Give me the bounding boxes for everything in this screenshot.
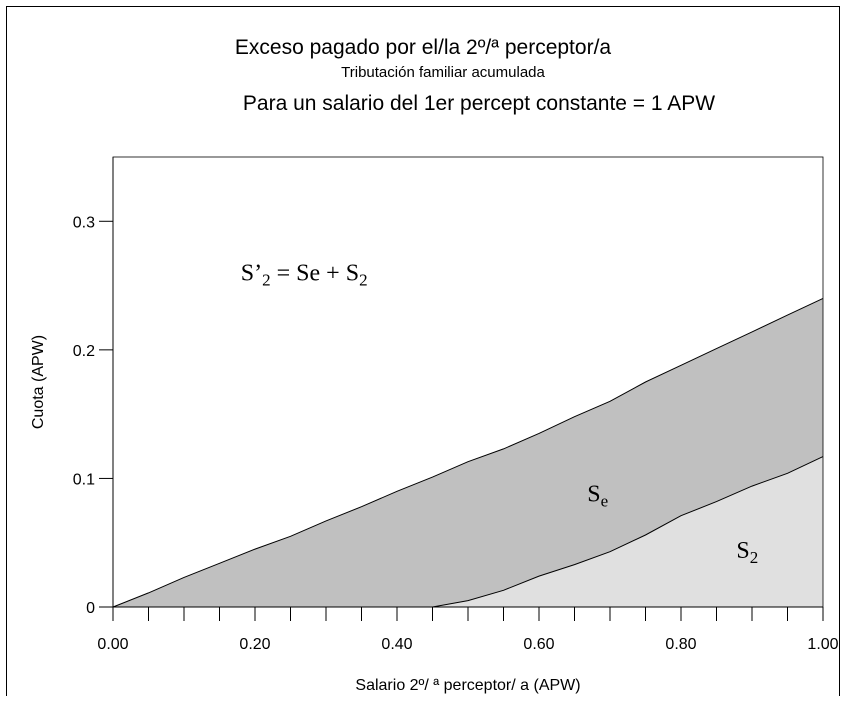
annotation-s2: S2 [736, 538, 758, 567]
chart-subtitle: Tributación familiar acumulada [341, 64, 545, 81]
y-tick-label: 0 [86, 600, 95, 617]
x-tick-label: 1.00 [807, 636, 838, 653]
annotation-subscript: 2 [750, 548, 759, 567]
x-tick-label: 0.00 [97, 636, 128, 653]
annotation-text: S [736, 538, 749, 564]
annotation-subscript: 2 [262, 270, 271, 289]
chart-subtitle-2: Para un salario del 1er percept constant… [242, 92, 716, 115]
y-tick-label: 0.3 [73, 214, 95, 231]
x-tick-label: 0.20 [239, 636, 270, 653]
x-tick-label: 0.60 [523, 636, 554, 653]
y-axis-label: Cuota (APW) [30, 335, 47, 429]
chart-title: Exceso pagado por el/la 2º/ª perceptor/a [234, 36, 612, 59]
area-series-1 [113, 456, 823, 607]
axes-layer: 0.00 0.20 0.40 0.60 0.80 1.00 0 0.1 0.2 0.3 [73, 157, 839, 653]
x-axis-label: Salario 2º/ ª perceptor/ a (APW) [355, 677, 580, 694]
y-tick-label: 0.2 [73, 343, 95, 360]
line-series-0 [112, 297, 824, 608]
x-tick-label: 0.40 [381, 636, 412, 653]
y-tick-label: 0.1 [73, 471, 95, 488]
areas-layer [112, 297, 824, 608]
annotation-text: S [587, 482, 600, 508]
area-series-0 [113, 298, 823, 607]
annotation-se: Se [587, 482, 608, 511]
x-tick-label: 0.80 [665, 636, 696, 653]
annotation-text: S’ [241, 260, 262, 286]
annotation-subscript: 2 [359, 270, 368, 289]
annotation-formula: S’2 = Se + S2 [241, 260, 368, 289]
annotation-subscript: e [601, 492, 609, 511]
annotation-text: = Se + S [271, 260, 359, 286]
